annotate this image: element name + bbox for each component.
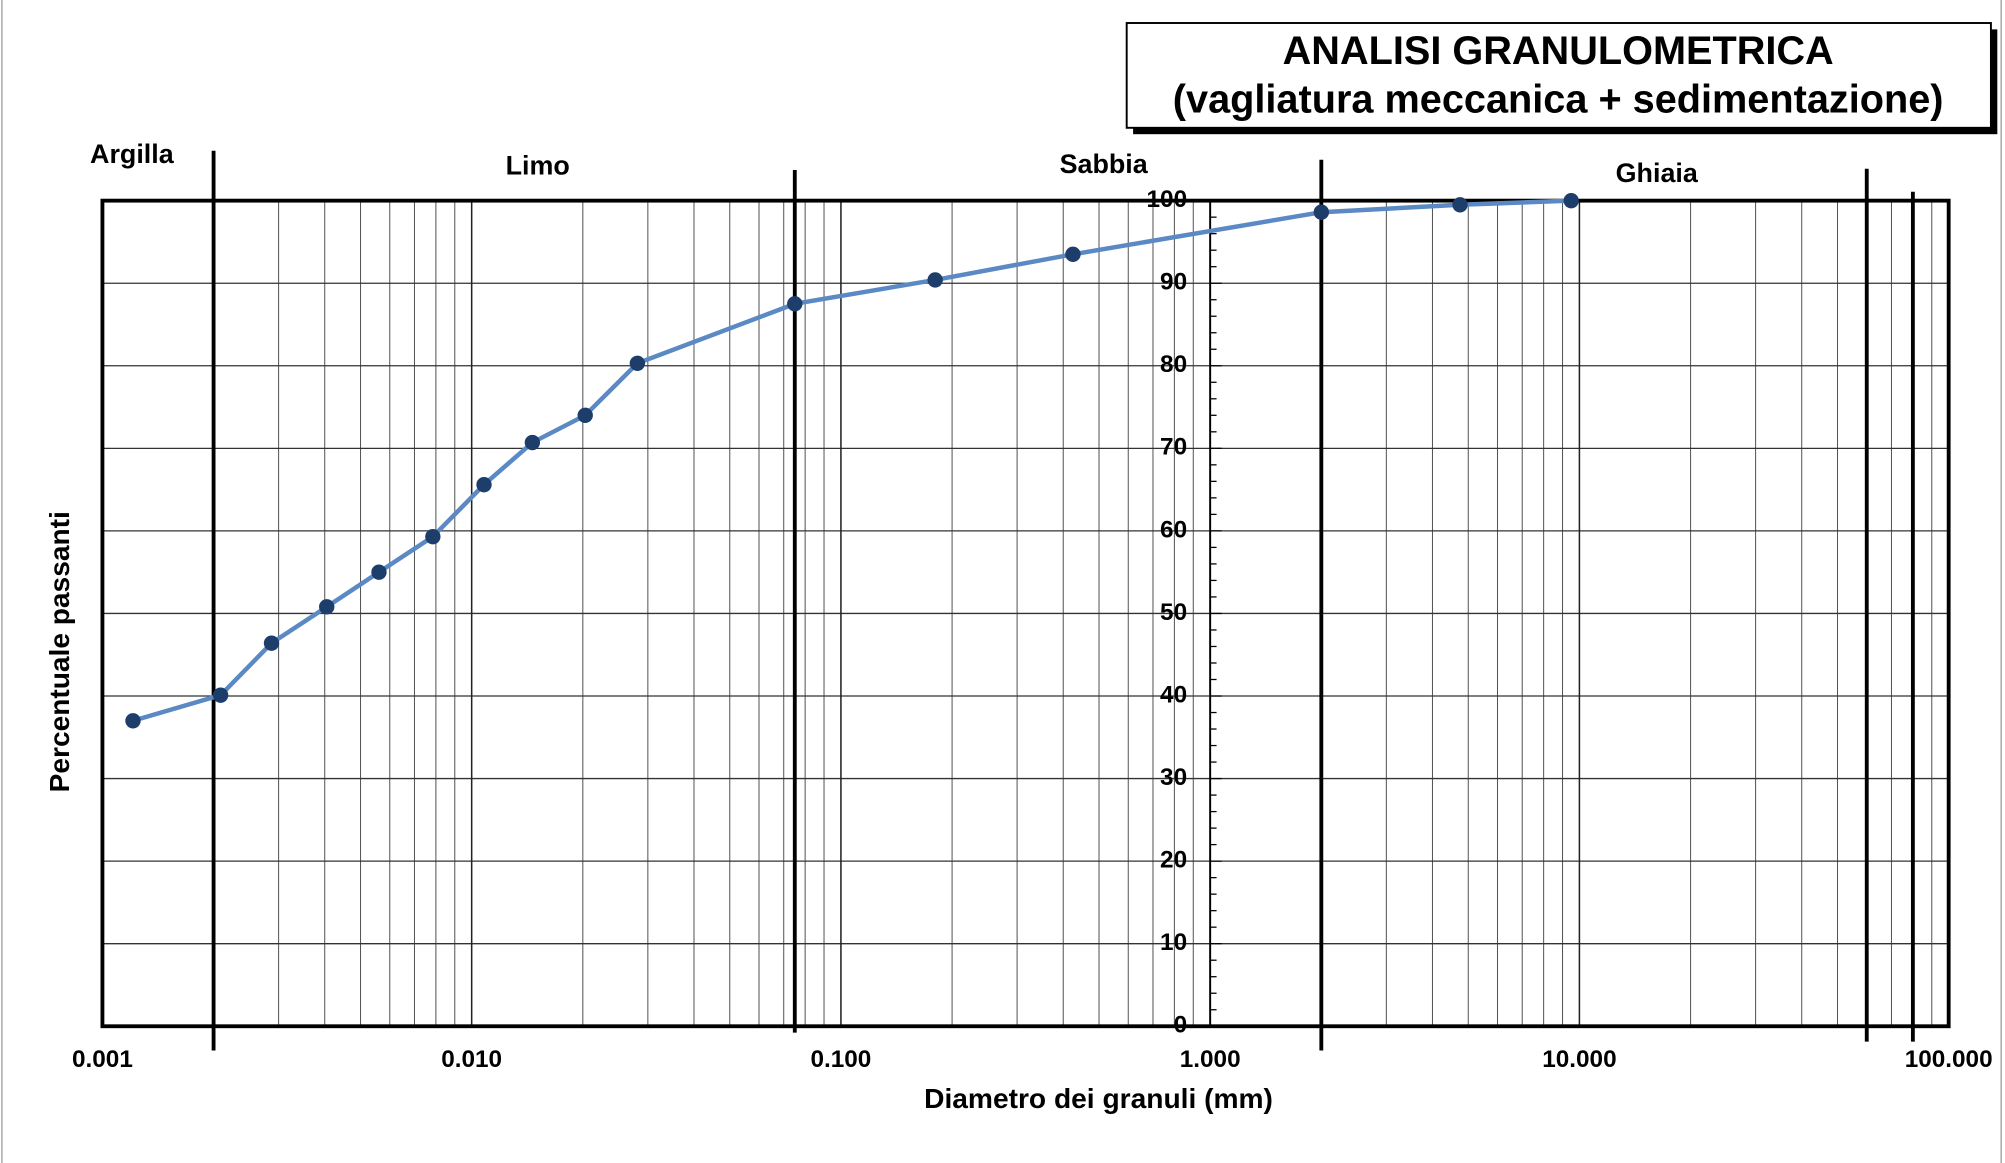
data-point bbox=[1452, 197, 1468, 213]
zone-label: Sabbia bbox=[1060, 149, 1149, 179]
y-tick-label: 70 bbox=[1160, 434, 1187, 461]
zone-label: Ghiaia bbox=[1616, 158, 1699, 188]
data-line bbox=[132, 198, 1572, 723]
y-tick-label: 40 bbox=[1160, 681, 1187, 708]
zone-label: Limo bbox=[506, 151, 570, 181]
y-tick-label: 10 bbox=[1160, 929, 1187, 956]
data-point bbox=[577, 407, 593, 423]
chart-title: ANALISI GRANULOMETRICA bbox=[1283, 29, 1834, 73]
y-tick-label: 50 bbox=[1160, 599, 1187, 626]
data-point bbox=[212, 687, 229, 703]
y-tick-label: 80 bbox=[1160, 351, 1187, 378]
x-axis-label: Diametro dei granuli (mm) bbox=[924, 1083, 1273, 1114]
data-point bbox=[425, 529, 441, 545]
chart-subtitle: (vagliatura meccanica + sedimentazione) bbox=[1173, 78, 1944, 122]
x-tick-label: 0.010 bbox=[441, 1046, 502, 1073]
plot-frame bbox=[100, 198, 1951, 1029]
data-point bbox=[371, 564, 387, 580]
x-tick-label: 100.000 bbox=[1905, 1046, 1993, 1073]
data-point bbox=[319, 599, 335, 615]
y-tick-label: 30 bbox=[1160, 764, 1187, 791]
title-box bbox=[1125, 22, 1992, 129]
x-tick-label: 1.000 bbox=[1180, 1046, 1241, 1073]
x-tick-label: 10.000 bbox=[1542, 1046, 1616, 1073]
data-point bbox=[927, 272, 943, 288]
data-point bbox=[629, 355, 646, 371]
data-point bbox=[524, 434, 541, 451]
x-tick-label: 0.001 bbox=[72, 1046, 133, 1073]
data-point bbox=[1313, 204, 1330, 220]
x-tick-label: 0.100 bbox=[810, 1046, 871, 1073]
y-tick-label: 20 bbox=[1160, 847, 1187, 874]
y-tick-label: 90 bbox=[1160, 269, 1187, 296]
data-point bbox=[476, 476, 492, 493]
data-point bbox=[1065, 246, 1081, 262]
zone-label: Argilla bbox=[90, 139, 175, 169]
data-point bbox=[1563, 192, 1579, 209]
data-point bbox=[263, 635, 280, 651]
data-point bbox=[787, 296, 803, 312]
y-axis-label: Percentuale passanti bbox=[44, 511, 75, 792]
data-point bbox=[125, 713, 141, 729]
y-tick-label: 60 bbox=[1160, 516, 1187, 543]
